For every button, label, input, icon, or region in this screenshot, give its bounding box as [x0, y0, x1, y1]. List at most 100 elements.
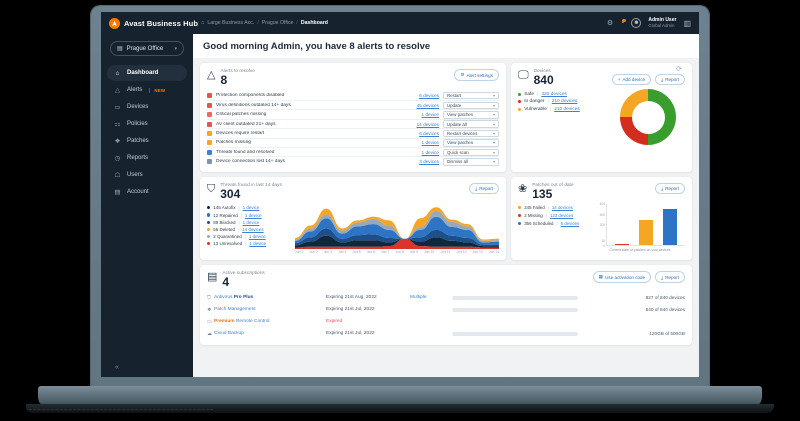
table-row[interactable]: Threats found and resolved 1 device Quic… — [207, 146, 499, 157]
alert-device-count[interactable]: 3 devices — [419, 159, 439, 165]
sidebar-item-account[interactable]: ▤ Account — [107, 184, 187, 200]
subscription-usage: 540 of 840 devices — [645, 307, 685, 313]
alert-action-select[interactable]: Restart ▾ — [443, 91, 499, 100]
legend-value[interactable]: 1 device — [248, 234, 266, 240]
gear-icon: ⚙ — [460, 72, 465, 77]
legend-separator: | — [549, 106, 552, 112]
legend-value[interactable]: 1 device — [244, 212, 262, 218]
legend-value[interactable]: 1 device — [249, 241, 267, 247]
legend-value[interactable]: 123 devices — [549, 213, 574, 219]
status-badge — [207, 149, 212, 155]
breadcrumb-item-account[interactable]: Large Business Acc. — [207, 20, 255, 26]
legend-swatch — [518, 100, 522, 104]
report-button[interactable]: ⤓ Report — [655, 74, 685, 85]
bar-y-axis: 400 300 200 10 0 — [595, 202, 606, 249]
legend-value[interactable]: 14 devices — [242, 226, 264, 232]
alert-device-count[interactable]: 1 device — [421, 112, 439, 118]
sidebar-item-label: Policies — [127, 121, 148, 127]
alert-action-select[interactable]: Dismiss all ▾ — [443, 158, 499, 166]
legend-value[interactable]: 1 device — [242, 205, 260, 211]
alert-device-count[interactable]: 6 devices — [419, 131, 439, 137]
refresh-icon[interactable]: ⟳ — [676, 66, 682, 73]
table-row[interactable]: Protection components disabled 6 devices… — [207, 91, 499, 100]
use-activation-code-button[interactable]: ▦ Use activation code — [592, 271, 652, 284]
axis-tick-label: Jun 5 — [352, 250, 361, 255]
axis-tick-label: 0 — [603, 244, 605, 249]
legend-value[interactable]: 14 devices — [551, 205, 573, 211]
alert-device-count[interactable]: 1 device — [421, 149, 439, 155]
alert-device-count[interactable]: 1 device — [421, 140, 439, 146]
alert-settings-button[interactable]: ⚙ Alert settings — [454, 69, 499, 81]
sidebar-item-reports[interactable]: ◷ Reports — [107, 150, 187, 166]
table-row[interactable]: Device connection lost 14+ days 3 device… — [207, 156, 499, 166]
alert-action-select[interactable]: View patches ▾ — [443, 139, 499, 147]
legend-swatch — [518, 222, 522, 226]
subscription-name[interactable]: Cloud Backup — [214, 331, 244, 337]
brand-logo[interactable]: Avast Business Hub — [109, 17, 201, 29]
sidebar-item-policies[interactable]: ⚏ Policies — [107, 116, 187, 132]
avatar[interactable]: ☻ — [631, 18, 642, 28]
bar-missing[interactable] — [615, 244, 629, 246]
legend-value[interactable]: 6 devices — [560, 221, 580, 227]
add-device-button[interactable]: + Add device — [611, 74, 652, 85]
legend-value[interactable]: 210 devices — [551, 99, 578, 105]
sidebar-nav: ⌂ Dashboard △ Alerts NEW ▭ Devices ⚏ P — [101, 65, 193, 200]
shield-icon: ⛉ — [207, 294, 211, 301]
alert-action-select[interactable]: Restart devices ▾ — [443, 129, 499, 138]
sidebar-item-devices[interactable]: ▭ Devices — [107, 99, 187, 115]
status-badge — [207, 102, 212, 108]
legend-value[interactable]: 210 devices — [554, 106, 580, 112]
table-row[interactable]: Patches missing 1 device View patches ▾ — [207, 137, 499, 147]
office-selector[interactable]: ▤ Prague Office ▾ — [110, 41, 184, 56]
alert-action-select[interactable]: Update all ▾ — [443, 120, 499, 128]
laptop-base — [38, 386, 762, 408]
alert-device-count[interactable]: 45 devices — [416, 102, 439, 108]
sidebar-item-label: Alerts — [127, 87, 143, 93]
subscription-multiple-link[interactable]: Multiple — [410, 295, 427, 301]
grid-icon[interactable]: ▥ — [683, 18, 691, 28]
chevron-double-left-icon[interactable]: « — [115, 364, 119, 371]
list-item: 356 Scheduled | 6 devices — [518, 221, 592, 226]
subscription-name[interactable]: Antivirus Pro Plus — [214, 295, 326, 300]
table-row[interactable]: Devices require restart 6 devices Restar… — [207, 128, 499, 138]
sidebar-item-alerts[interactable]: △ Alerts NEW — [107, 82, 187, 98]
sidebar-item-users[interactable]: ☖ Users — [107, 167, 187, 183]
chevron-down-icon: ▾ — [492, 112, 495, 118]
table-row[interactable]: AV client outdated 21+ days 14 devices U… — [207, 118, 499, 128]
list-item[interactable]: ⛉ Antivirus Pro Plus Expiring 21st Aug, … — [207, 293, 685, 303]
chevron-down-icon: ▾ — [492, 140, 495, 146]
subscription-name[interactable]: Patch Management — [214, 307, 256, 313]
alerts-card: △ Alerts to resolve 8 ⚙ Alert settings — [200, 63, 506, 172]
bar-failed[interactable] — [639, 220, 653, 246]
alert-action-select[interactable]: Quick scan ▾ — [443, 148, 499, 157]
patches-card-header: ❀ Patches out of date 135 ⤓ Report — [518, 182, 685, 201]
alert-device-count[interactable]: 6 devices — [419, 93, 439, 99]
sidebar-item-patches[interactable]: ❖ Patches — [107, 133, 187, 149]
list-item[interactable]: ☁ Cloud Backup Expiring 21st Jul, 2022 1… — [207, 329, 685, 339]
legend-swatch — [207, 220, 211, 224]
legend-value[interactable]: 1 device — [242, 219, 260, 225]
alert-action-select[interactable]: Update ▾ — [443, 101, 499, 110]
list-item[interactable]: ▭ Premium Remote Control Expired — [207, 317, 685, 327]
bell-icon[interactable]: ◔ — [620, 18, 626, 27]
report-button[interactable]: ⤓ Report — [469, 182, 499, 194]
sidebar-item-dashboard[interactable]: ⌂ Dashboard — [107, 65, 187, 81]
table-row[interactable]: Virus definitions outdated 14+ days 45 d… — [207, 99, 499, 110]
table-row[interactable]: Critical patches missing 1 device View p… — [207, 109, 499, 119]
alert-action-select[interactable]: View patches ▾ — [443, 111, 499, 119]
report-button[interactable]: ⤓ Report — [655, 271, 685, 284]
axis-tick-label: Jun 11 — [440, 250, 451, 255]
gear-icon[interactable]: ⚙ — [606, 19, 614, 27]
status-badge — [207, 93, 212, 99]
patches-card-actions: ⤓ Report — [655, 182, 685, 194]
bar-scheduled[interactable] — [663, 208, 677, 246]
bell-icon: △ — [115, 87, 120, 94]
report-button[interactable]: ⤓ Report — [655, 182, 685, 194]
list-item[interactable]: ❖ Patch Management Expiring 21st Jul, 20… — [207, 305, 685, 315]
breadcrumb-item-office[interactable]: Prague Office — [261, 20, 294, 26]
alert-device-count[interactable]: 14 devices — [416, 121, 439, 127]
user-info[interactable]: Admin User Global Admin — [648, 17, 676, 29]
legend-value[interactable]: 420 devices — [541, 91, 567, 97]
subscription-name[interactable]: Premium Remote Control — [214, 319, 326, 324]
